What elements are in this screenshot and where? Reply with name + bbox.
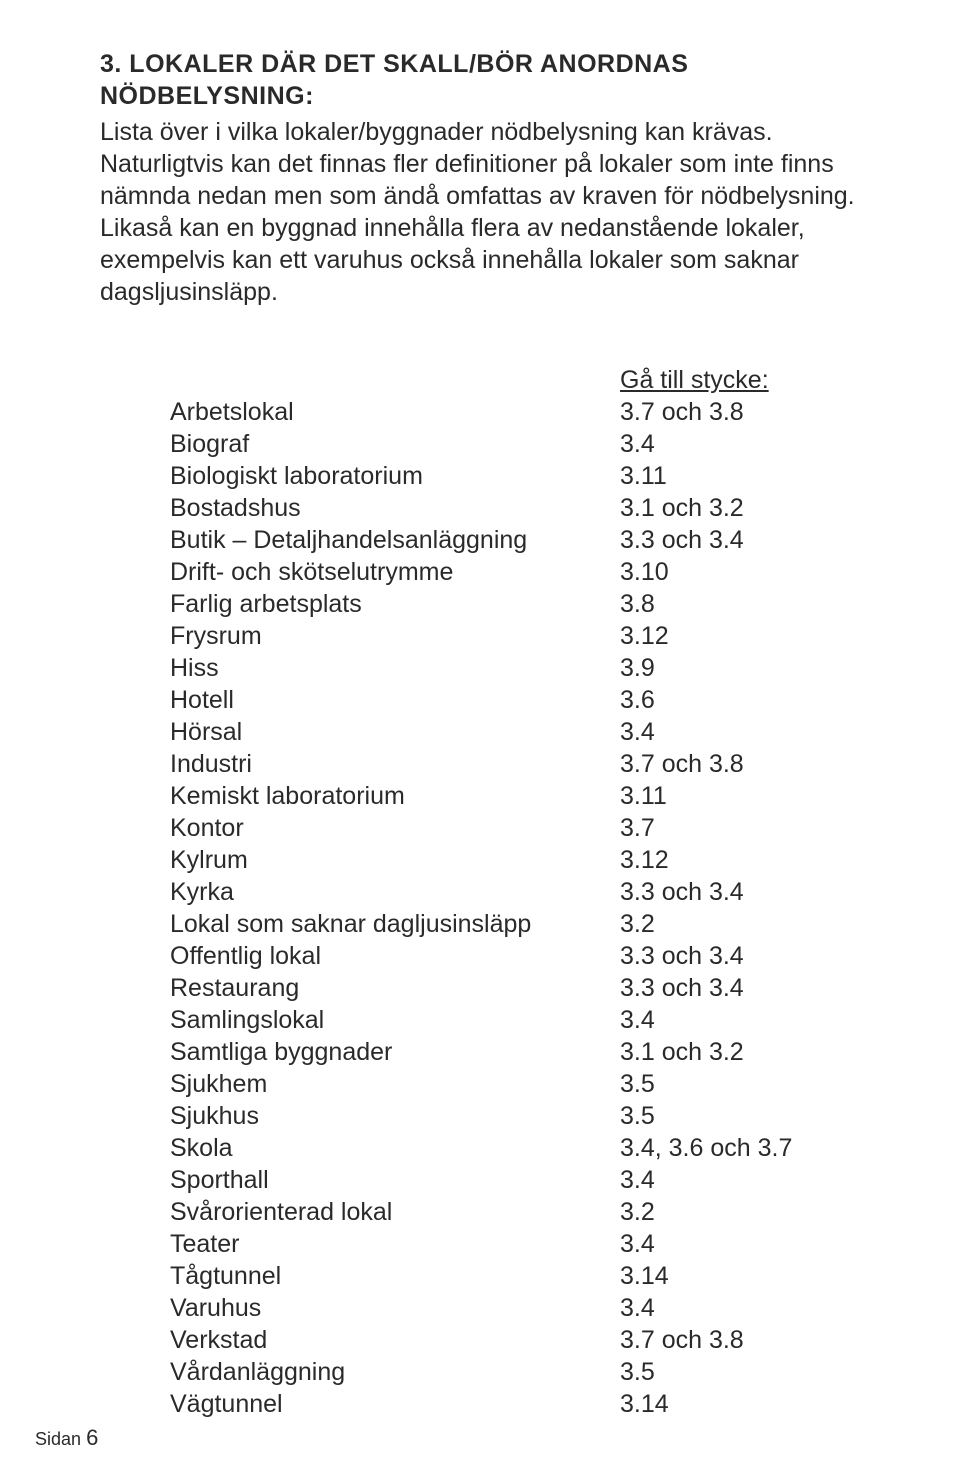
table-row-label: Frysrum (170, 620, 620, 652)
table-row-ref: 3.1 och 3.2 (620, 1036, 860, 1068)
table-row-ref: 3.2 (620, 908, 860, 940)
table-row-ref: 3.5 (620, 1100, 860, 1132)
table-row-ref: 3.1 och 3.2 (620, 492, 860, 524)
table-row-label: Sjukhem (170, 1068, 620, 1100)
table-row-ref: 3.10 (620, 556, 860, 588)
table-row-ref: 3.2 (620, 1196, 860, 1228)
footer-page-number: 6 (86, 1425, 98, 1450)
table-row-ref: 3.5 (620, 1356, 860, 1388)
table-row-ref: 3.8 (620, 588, 860, 620)
table-row-ref: 3.4 (620, 428, 860, 460)
table-row-label: Svårorienterad lokal (170, 1196, 620, 1228)
locations-table: Gå till stycke: Arbetslokal3.7 och 3.8Bi… (170, 364, 860, 1420)
table-row-ref: 3.7 och 3.8 (620, 396, 860, 428)
table-row-ref: 3.14 (620, 1260, 860, 1292)
table-row-label: Sjukhus (170, 1100, 620, 1132)
table-row-label: Kylrum (170, 844, 620, 876)
table-row-label: Drift- och skötselutrymme (170, 556, 620, 588)
table-row-ref: 3.6 (620, 684, 860, 716)
table-row-label: Farlig arbetsplats (170, 588, 620, 620)
table-row-label: Sporthall (170, 1164, 620, 1196)
table-row-ref: 3.4 (620, 1004, 860, 1036)
table-header-goto: Gå till stycke: (620, 364, 860, 396)
table-row-label: Butik – Detaljhandelsanläggning (170, 524, 620, 556)
table-row-label: Varuhus (170, 1292, 620, 1324)
table-row-ref: 3.4 (620, 1228, 860, 1260)
table-row-ref: 3.3 och 3.4 (620, 876, 860, 908)
table-row-ref: 3.7 och 3.8 (620, 1324, 860, 1356)
table-row-label: Kontor (170, 812, 620, 844)
table-row-label: Kyrka (170, 876, 620, 908)
table-row-ref: 3.11 (620, 460, 860, 492)
table-row-ref: 3.4, 3.6 och 3.7 (620, 1132, 860, 1164)
table-row-label: Kemiskt laboratorium (170, 780, 620, 812)
intro-paragraph: Lista över i vilka lokaler/byggnader nöd… (100, 116, 860, 308)
table-row-ref: 3.3 och 3.4 (620, 940, 860, 972)
section-heading: 3. LOKALER DÄR DET SKALL/BÖR ANORDNAS NÖ… (100, 48, 860, 112)
table-row-label: Biologiskt laboratorium (170, 460, 620, 492)
table-row-label: Industri (170, 748, 620, 780)
table-row-ref: 3.12 (620, 844, 860, 876)
table-row-label: Samtliga byggnader (170, 1036, 620, 1068)
table-row-ref: 3.14 (620, 1388, 860, 1420)
footer-label: Sidan (35, 1429, 81, 1449)
table-row-label: Tågtunnel (170, 1260, 620, 1292)
table-row-ref: 3.4 (620, 716, 860, 748)
table-header-empty (170, 364, 620, 396)
table-row-label: Hotell (170, 684, 620, 716)
table-row-label: Vägtunnel (170, 1388, 620, 1420)
document-page: 3. LOKALER DÄR DET SKALL/BÖR ANORDNAS NÖ… (0, 0, 960, 1482)
table-row-ref: 3.5 (620, 1068, 860, 1100)
table-row-label: Samlingslokal (170, 1004, 620, 1036)
table-row-ref: 3.4 (620, 1292, 860, 1324)
table-row-ref: 3.7 och 3.8 (620, 748, 860, 780)
table-row-ref: 3.4 (620, 1164, 860, 1196)
table-row-ref: 3.3 och 3.4 (620, 972, 860, 1004)
table-row-label: Skola (170, 1132, 620, 1164)
table-row-label: Hiss (170, 652, 620, 684)
table-row-ref: 3.11 (620, 780, 860, 812)
table-row-label: Verkstad (170, 1324, 620, 1356)
table-row-label: Offentlig lokal (170, 940, 620, 972)
table-row-ref: 3.12 (620, 620, 860, 652)
table-row-label: Arbetslokal (170, 396, 620, 428)
table-row-label: Restaurang (170, 972, 620, 1004)
table-row-ref: 3.3 och 3.4 (620, 524, 860, 556)
table-row-label: Vårdanläggning (170, 1356, 620, 1388)
table-row-ref: 3.9 (620, 652, 860, 684)
table-row-label: Teater (170, 1228, 620, 1260)
table-row-label: Bostadshus (170, 492, 620, 524)
table-row-label: Lokal som saknar dagljusinsläpp (170, 908, 620, 940)
table-row-ref: 3.7 (620, 812, 860, 844)
table-row-label: Biograf (170, 428, 620, 460)
table-row-label: Hörsal (170, 716, 620, 748)
page-footer: Sidan 6 (35, 1424, 98, 1452)
